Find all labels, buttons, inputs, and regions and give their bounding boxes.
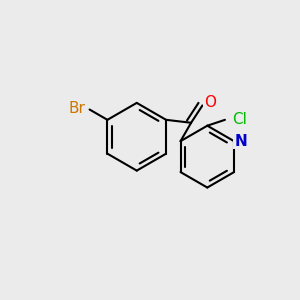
Text: O: O xyxy=(204,95,216,110)
Text: Br: Br xyxy=(68,100,85,116)
Text: Cl: Cl xyxy=(232,112,247,127)
Text: N: N xyxy=(234,134,247,149)
